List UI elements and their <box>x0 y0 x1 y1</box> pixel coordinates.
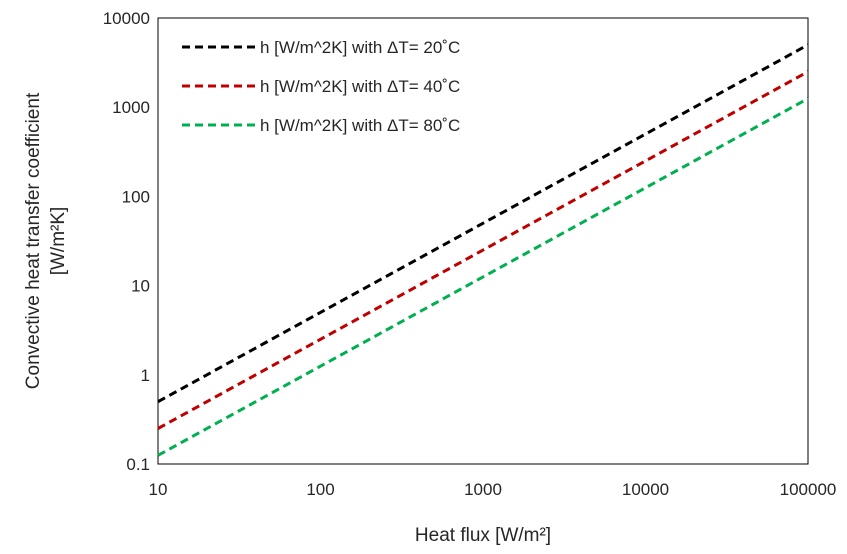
x-axis-ticks: 10 100 1000 10000 100000 <box>149 480 837 499</box>
y-axis-ticks: 0.1 1 10 100 1000 10000 <box>103 9 150 474</box>
legend-label-2: h [W/m^2K] with ΔT= 40˚C <box>260 77 460 96</box>
series-line-1 <box>157 43 809 403</box>
y-axis-label-line1: Convective heat transfer coefficient <box>23 92 44 389</box>
y-axis-label-line2: [W/m²K] <box>48 207 69 276</box>
x-tick-label: 10 <box>149 480 168 499</box>
y-tick-label: 10 <box>131 277 150 296</box>
y-tick-label: 1000 <box>112 98 150 117</box>
y-tick-label: 1 <box>141 366 150 385</box>
y-axis-label: Convective heat transfer coefficient [W/… <box>23 92 69 389</box>
x-tick-label: 10000 <box>622 480 669 499</box>
x-axis-label: Heat flux [W/m²] <box>415 525 551 546</box>
series-line-2 <box>157 70 809 430</box>
legend-label-1: h [W/m^2K] with ΔT= 20˚C <box>260 38 460 57</box>
x-tick-label: 100 <box>306 480 334 499</box>
series-line-3 <box>157 97 809 457</box>
y-tick-label: 10000 <box>103 9 150 28</box>
legend-label-3: h [W/m^2K] with ΔT= 80˚C <box>260 116 460 135</box>
y-tick-label: 0.1 <box>126 455 150 474</box>
y-tick-label: 100 <box>122 187 150 206</box>
legend: h [W/m^2K] with ΔT= 20˚C h [W/m^2K] with … <box>182 38 460 135</box>
x-tick-label: 1000 <box>464 480 502 499</box>
series-lines <box>157 43 809 457</box>
x-tick-label: 100000 <box>780 480 837 499</box>
plot-area <box>157 17 809 465</box>
